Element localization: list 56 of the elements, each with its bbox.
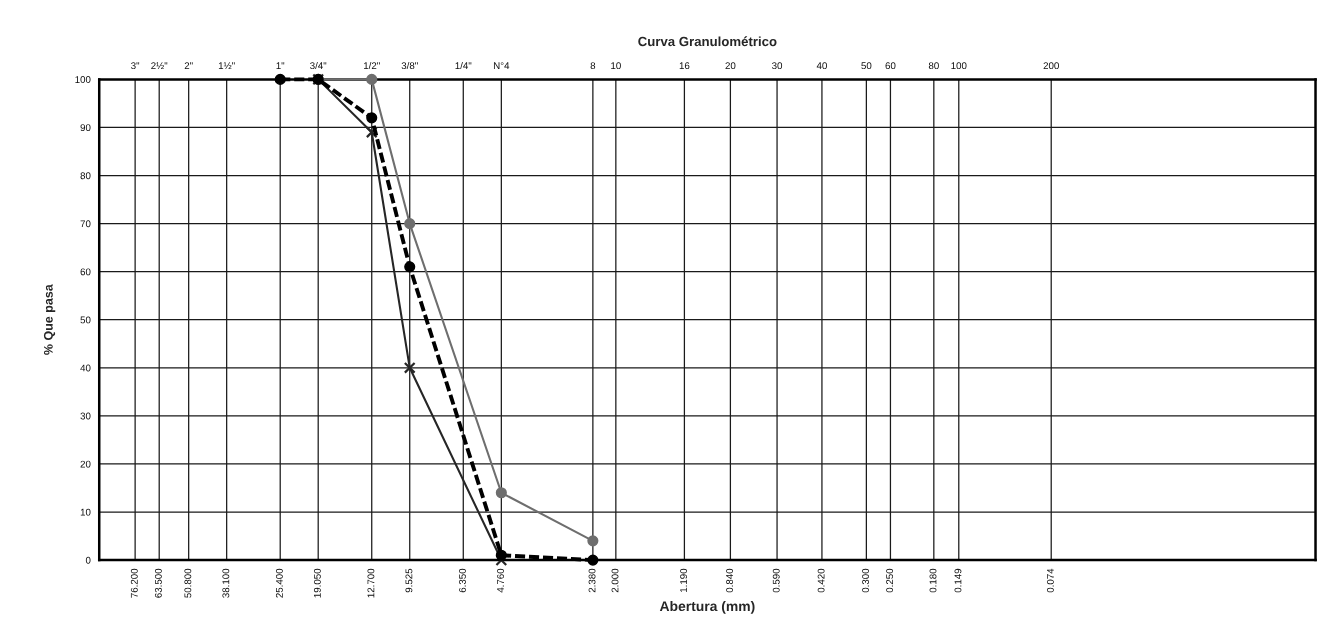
text: 10 (611, 62, 621, 70)
x-tick-label: 76.200 (130, 568, 138, 598)
x-tick-label: 19.050 (313, 568, 321, 598)
y-tick-label: 70 (80, 220, 91, 228)
y-tick-label: 0 (85, 556, 91, 564)
text: 200 (1043, 62, 1059, 70)
y-tick-label: 20 (80, 460, 91, 468)
x-tick-label: 9.525 (405, 568, 413, 593)
text: 3/8" (401, 61, 418, 70)
text: 2" (184, 62, 193, 70)
x-tick-label: 0.250 (886, 568, 894, 593)
y-tick-label: 90 (80, 124, 91, 132)
y-tick-label: 30 (80, 412, 91, 420)
text: 30 (772, 62, 783, 70)
text: 1½" (218, 62, 235, 70)
text: 50 (861, 62, 872, 70)
x-tick-label: 4.760 (497, 568, 504, 593)
y-tick-label: 60 (80, 268, 91, 276)
chart-title: Curva Granulométrico (638, 36, 777, 47)
text: N°4 (493, 62, 510, 70)
text: 1/2" (364, 61, 380, 70)
text: 3/4" (310, 61, 327, 70)
text: 40 (816, 62, 827, 70)
text: 8 (590, 62, 596, 70)
y-tick-label: 50 (80, 316, 91, 324)
y-axis-title: % Que pasa (43, 284, 56, 355)
x-tick-label: 0.180 (929, 568, 937, 593)
x-tick-label: 1.190 (680, 568, 688, 592)
x-tick-label: 38.100 (222, 568, 230, 598)
x-tick-label: 0.149 (954, 568, 962, 593)
text: 20 (725, 62, 736, 70)
y-tick-label: 40 (80, 364, 91, 372)
x-tick-label: 6.350 (459, 568, 466, 593)
text: 1" (276, 62, 285, 70)
y-tick-label: 100 (75, 76, 91, 83)
text: 2½" (151, 62, 168, 70)
y-tick-label: 80 (80, 172, 91, 180)
x-tick-label: 0.420 (817, 568, 825, 593)
x-tick-label: 12.700 (367, 568, 375, 598)
x-tick-label: 0.300 (862, 568, 869, 593)
x-tick-label: 0.590 (772, 568, 780, 593)
text: 100 (951, 62, 967, 70)
x-tick-label: 0.840 (726, 568, 734, 593)
x-tick-label: 0.074 (1046, 568, 1054, 593)
x-tick-label: 50.800 (184, 568, 192, 598)
x-tick-label: 2.380 (588, 568, 596, 593)
x-tick-label: 25.400 (275, 568, 283, 598)
text: 3" (131, 62, 140, 70)
text: 60 (885, 62, 896, 70)
text: 16 (679, 62, 690, 70)
text: 1/4" (455, 61, 472, 70)
x-tick-label: 2.000 (611, 568, 619, 593)
x-axis-title: Abertura (mm) (659, 600, 755, 614)
text: 80 (928, 62, 939, 70)
x-tick-label: 63.500 (154, 568, 162, 598)
y-tick-label: 10 (80, 508, 91, 516)
